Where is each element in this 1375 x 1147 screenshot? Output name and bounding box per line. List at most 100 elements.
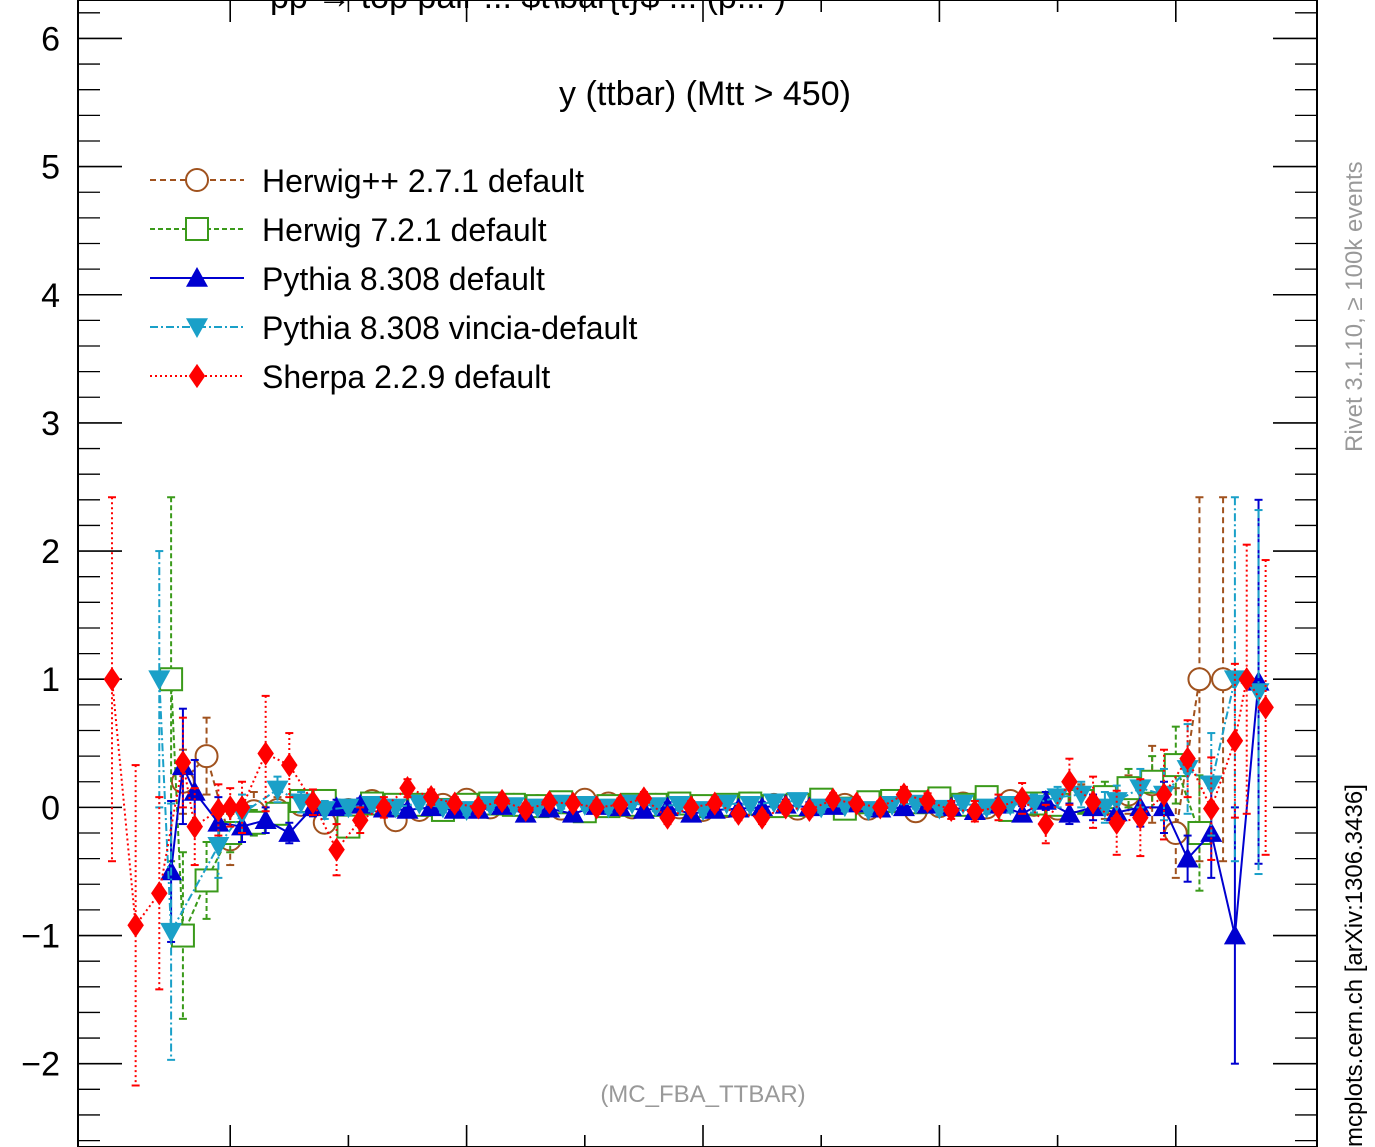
data-point	[1070, 785, 1093, 806]
data-point	[325, 796, 348, 817]
data-point	[221, 795, 239, 820]
data-point	[895, 782, 913, 807]
side-label-mcplots: mcplots.cern.ch [arXiv:1306.3436]	[1341, 784, 1368, 1147]
data-point	[174, 750, 192, 775]
data-point	[928, 799, 951, 820]
y-tick-label: 3	[41, 405, 60, 443]
data-point	[564, 791, 582, 816]
data-point	[328, 837, 345, 862]
y-tick-label: 0	[41, 789, 60, 827]
data-point	[1037, 811, 1055, 837]
data-point	[1238, 667, 1255, 692]
data-point	[127, 913, 144, 938]
data-point	[396, 798, 419, 819]
data-point	[1223, 924, 1246, 945]
data-point	[337, 798, 360, 819]
data-point	[313, 801, 336, 821]
data-point	[470, 795, 487, 820]
y-tick-label: 2	[41, 533, 60, 571]
data-point	[1108, 810, 1125, 835]
data-point	[659, 805, 676, 830]
data-point	[810, 798, 833, 819]
data-point	[881, 796, 904, 816]
data-point	[1200, 775, 1223, 796]
legend-entry-0: Herwig++ 2.7.1 default	[150, 163, 584, 199]
data-point	[762, 793, 785, 814]
legend: Herwig++ 2.7.1 default Herwig 7.2.1 defau…	[150, 163, 637, 395]
data-point	[160, 922, 183, 943]
y-tick-label: −1	[21, 918, 60, 956]
data-point	[1257, 695, 1274, 720]
data-point	[148, 670, 171, 691]
top-title-fragment: pp → top pair ... $t\bar{t}$ ... (p... )	[270, 0, 786, 16]
data-point	[739, 796, 762, 816]
data-point	[635, 786, 653, 811]
data-point	[210, 797, 227, 823]
data-point	[1013, 786, 1031, 811]
plot-border	[77, 0, 1318, 1147]
data-point	[1058, 802, 1081, 823]
data-point	[753, 805, 771, 830]
data-point	[682, 795, 700, 820]
data-point	[1179, 746, 1196, 771]
data-point	[186, 814, 203, 839]
top-title: pp → top pair ... $t\bar{t}$ ... (p... )	[270, 0, 786, 16]
data-point	[446, 791, 464, 816]
data-point	[194, 744, 219, 769]
data-point	[290, 793, 313, 814]
data-point	[1176, 847, 1199, 868]
data-point	[151, 881, 168, 906]
y-tick-label: 5	[41, 149, 60, 187]
legend-marker	[188, 363, 206, 389]
legend-label: Herwig 7.2.1 default	[262, 212, 547, 248]
data-point	[541, 790, 558, 815]
data-point	[801, 797, 818, 823]
data-point	[588, 795, 605, 820]
legend-marker	[185, 168, 209, 192]
data-point	[207, 837, 230, 857]
data-point	[1061, 769, 1078, 794]
data-point	[644, 797, 667, 818]
data-point	[351, 808, 369, 833]
data-point	[384, 798, 407, 819]
legend-entry-4: Sherpa 2.2.9 default	[150, 359, 550, 395]
data-point	[942, 797, 960, 823]
y-tick-label: 4	[41, 277, 60, 315]
data-point	[231, 815, 254, 836]
data-point	[375, 795, 393, 820]
data-point	[612, 792, 629, 817]
data-point	[730, 801, 747, 826]
legend-entry-2: Pythia 8.308 default	[150, 261, 545, 297]
data-point	[1226, 728, 1244, 753]
data-point	[919, 788, 936, 814]
data-point	[966, 799, 984, 824]
legend-marker	[186, 267, 208, 287]
side-label-rivet: Rivet 3.1.10, ≥ 100k events	[1341, 161, 1368, 452]
data-point	[493, 788, 511, 814]
data-point	[668, 796, 691, 816]
data-point	[1084, 790, 1102, 815]
data-point	[1247, 683, 1270, 704]
y-tick-label: 1	[41, 661, 60, 699]
data-point	[183, 781, 206, 801]
data-point	[706, 791, 724, 816]
data-point	[257, 741, 274, 766]
data-point	[990, 795, 1007, 820]
data-point	[872, 795, 889, 820]
data-point	[1132, 805, 1149, 830]
analysis-watermark: (MC_FBA_TTBAR)	[600, 1081, 805, 1108]
data-point	[266, 780, 289, 801]
data-point	[281, 752, 298, 778]
data-point	[254, 809, 277, 830]
series-layer	[103, 496, 1274, 1087]
data-point	[422, 785, 440, 810]
plot-frame: −2 −1 0 1 2 3 4 5 6	[21, 0, 1318, 1147]
data-point	[278, 822, 301, 842]
series-1	[159, 496, 1212, 1020]
y-tick-label: 6	[41, 20, 60, 58]
data-point	[304, 790, 322, 815]
legend-entry-1: Herwig 7.2.1 default	[150, 212, 547, 248]
data-point	[1203, 796, 1220, 821]
data-point	[349, 793, 372, 814]
